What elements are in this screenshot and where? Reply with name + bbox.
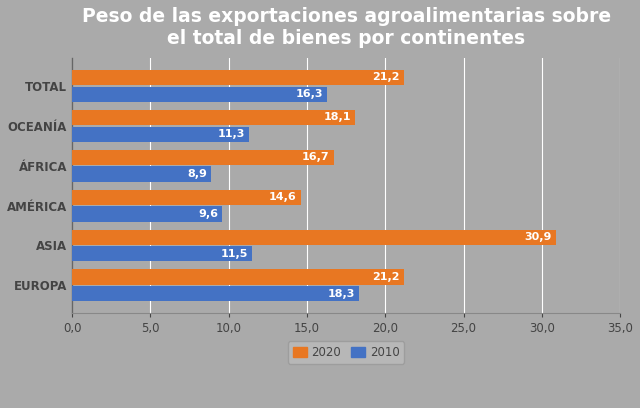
Bar (72, 230, 556, 245)
Bar (72, 86, 327, 102)
Text: 8,9: 8,9 (188, 169, 207, 179)
Bar (72, 246, 252, 262)
Bar (72, 206, 222, 222)
Text: 18,3: 18,3 (327, 289, 355, 299)
Text: 30,9: 30,9 (525, 232, 552, 242)
Bar (72, 166, 211, 182)
Text: 11,5: 11,5 (221, 249, 248, 259)
Bar (72, 286, 358, 302)
Title: Peso de las exportaciones agroalimentarias sobre
el total de bienes por continen: Peso de las exportaciones agroalimentari… (81, 7, 611, 48)
Bar (72, 110, 355, 125)
Text: 9,6: 9,6 (198, 209, 218, 219)
Text: 14,6: 14,6 (269, 192, 297, 202)
Text: 16,3: 16,3 (296, 89, 323, 99)
Legend: 2020, 2010: 2020, 2010 (288, 341, 404, 364)
Bar (72, 190, 301, 205)
Bar (72, 150, 333, 165)
Text: 18,1: 18,1 (324, 112, 351, 122)
Text: 16,7: 16,7 (302, 152, 330, 162)
Bar (72, 269, 404, 285)
Text: 11,3: 11,3 (218, 129, 245, 139)
Text: 21,2: 21,2 (372, 72, 400, 82)
Bar (72, 126, 249, 142)
Text: 21,2: 21,2 (372, 272, 400, 282)
Bar (72, 70, 404, 85)
